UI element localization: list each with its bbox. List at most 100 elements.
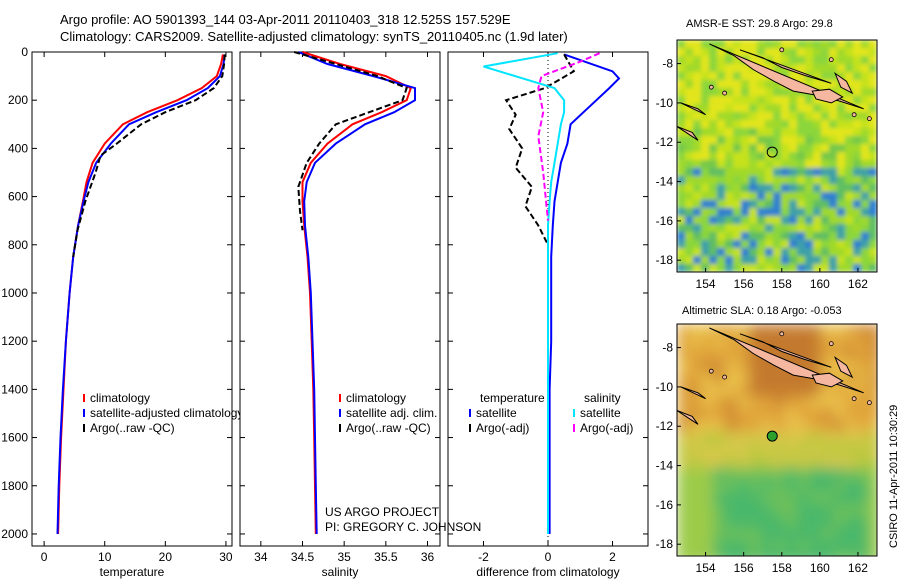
y-tick-label: 400: [8, 141, 28, 155]
legend-label-salinity: salinity: [584, 391, 621, 405]
map-field-sst_map: [677, 40, 877, 272]
y-tick-label: 1400: [1, 382, 28, 396]
coastline: [833, 356, 854, 379]
x-tick-label: 34: [254, 550, 268, 564]
x-tick-label: 2: [609, 550, 616, 564]
y-tick-label: -16: [656, 498, 674, 512]
island: [828, 341, 834, 347]
legend-label-argo-adj: Argo(-adj): [476, 421, 529, 435]
legend-label-argo-raw-qc: Argo(..raw -QC): [90, 421, 175, 435]
y-tick-label: -14: [656, 175, 674, 189]
series-line-argo-raw-qc: [293, 51, 408, 231]
y-tick-label: 800: [8, 238, 28, 252]
island: [779, 47, 785, 53]
x-tick-label: -2: [478, 550, 489, 564]
x-tick-label: 160: [810, 277, 830, 291]
argo-float-marker: [766, 430, 778, 442]
x-tick-label: 34.5: [291, 550, 315, 564]
x-tick-label: 156: [734, 277, 754, 291]
legend-label-satellite: satellite: [476, 406, 517, 420]
figure-title-line2: Climatology: CARS2009. Satellite-adjuste…: [60, 29, 568, 44]
island: [851, 112, 857, 118]
map-sla_map: 154 156 158 160 162 -8 -10 -12 -14 -16 -18: [656, 323, 878, 575]
y-tick-label: 2000: [1, 527, 28, 541]
island: [779, 331, 785, 337]
y-tick-label: -8: [662, 57, 673, 71]
coastline: [811, 372, 844, 388]
y-tick-label: 1200: [1, 334, 28, 348]
x-tick-label: 162: [848, 561, 868, 575]
credit-pi: PI: GREGORY C. JOHNSON: [325, 520, 482, 534]
x-tick-label: 158: [772, 277, 792, 291]
x-tick-label: 30: [219, 550, 233, 564]
island: [708, 368, 714, 374]
island: [851, 396, 857, 402]
x-tick-label: 20: [159, 550, 173, 564]
argo-float-marker: [766, 146, 778, 158]
x-tick-label: 35: [337, 550, 351, 564]
x-tick-label: 154: [696, 561, 716, 575]
coastline: [680, 386, 706, 400]
y-tick-label: 1600: [1, 431, 28, 445]
x-tick-label: 154: [696, 277, 716, 291]
series-line-satellite-adjusted-climatology: [56, 54, 226, 535]
legend-label-satellite-adjusted-climatology: satellite-adjusted climatology: [90, 406, 243, 420]
credit-project: US ARGO PROJECT: [325, 505, 440, 519]
x-axis-label-salinity: salinity: [322, 565, 359, 579]
x-tick-label: 0: [545, 550, 552, 564]
island: [866, 400, 872, 406]
coastline: [739, 333, 832, 368]
series-line-argo-adj: [504, 53, 576, 246]
coastline: [739, 49, 832, 84]
x-tick-label: 36: [421, 550, 435, 564]
x-tick-label: 0: [41, 550, 48, 564]
legend-label-satellite-adj-clim: satellite adj. clim.: [346, 406, 437, 420]
sst-map-title: AMSR-E SST: 29.8 Argo: 29.8: [686, 18, 833, 30]
x-axis-label-temperature: temperature: [100, 565, 165, 579]
y-tick-label: -12: [656, 419, 674, 433]
series-line-argo-raw-qc: [72, 54, 226, 257]
legend-label-climatology: climatology: [346, 391, 406, 405]
y-tick-label: -12: [656, 135, 674, 149]
x-tick-label: 10: [98, 550, 112, 564]
legend-label-climatology: climatology: [90, 391, 150, 405]
y-tick-label: 0: [21, 45, 28, 59]
map-frame: [676, 323, 878, 557]
figure-title-line1: Argo profile: AO 5901393_144 03-Apr-2011…: [60, 12, 511, 27]
x-axis-label-difference: difference from climatology: [476, 565, 619, 579]
x-tick-label: 162: [848, 277, 868, 291]
y-tick-label: -14: [656, 459, 674, 473]
map-frame: [676, 39, 878, 273]
island: [722, 90, 728, 96]
y-tick-label: -16: [656, 214, 674, 228]
coastline: [677, 410, 699, 425]
y-tick-label: 1800: [1, 479, 28, 493]
sla-map-title: Altimetric SLA: 0.18 Argo: -0.053: [682, 305, 842, 317]
x-tick-label: 156: [734, 561, 754, 575]
coastline: [709, 327, 864, 394]
x-tick-label: 160: [810, 561, 830, 575]
plot-frame-salinity: [239, 51, 441, 547]
legend-difference: temperaturesatelliteArgo(-adj)salinitysa…: [469, 391, 633, 435]
y-tick-label: 1000: [1, 286, 28, 300]
panel-salinity: 34 34.5 35 35.5 36 salinity climatologysatelli…: [239, 51, 441, 579]
map-sst_map: 154 156 158 160 162 -8 -10 -12 -14 -16 -18: [656, 39, 878, 291]
x-tick-label: 158: [772, 561, 792, 575]
island: [708, 84, 714, 90]
map-color-field: [677, 324, 877, 556]
coastline: [833, 72, 854, 95]
y-tick-label: 600: [8, 190, 28, 204]
series-line-argo-adj: [537, 52, 600, 221]
series-line-satellite: [483, 52, 566, 534]
coastline: [680, 102, 706, 116]
legend-label-satellite: satellite: [580, 406, 621, 420]
island: [722, 374, 728, 380]
map-field-sla_map: [677, 324, 877, 556]
y-tick-label: -8: [662, 341, 673, 355]
series-line-satellite: [548, 53, 621, 534]
panel-temperature: 0 10 20 30 temperature 0 200 400 600 800 1000 1200 1…: [1, 45, 243, 579]
